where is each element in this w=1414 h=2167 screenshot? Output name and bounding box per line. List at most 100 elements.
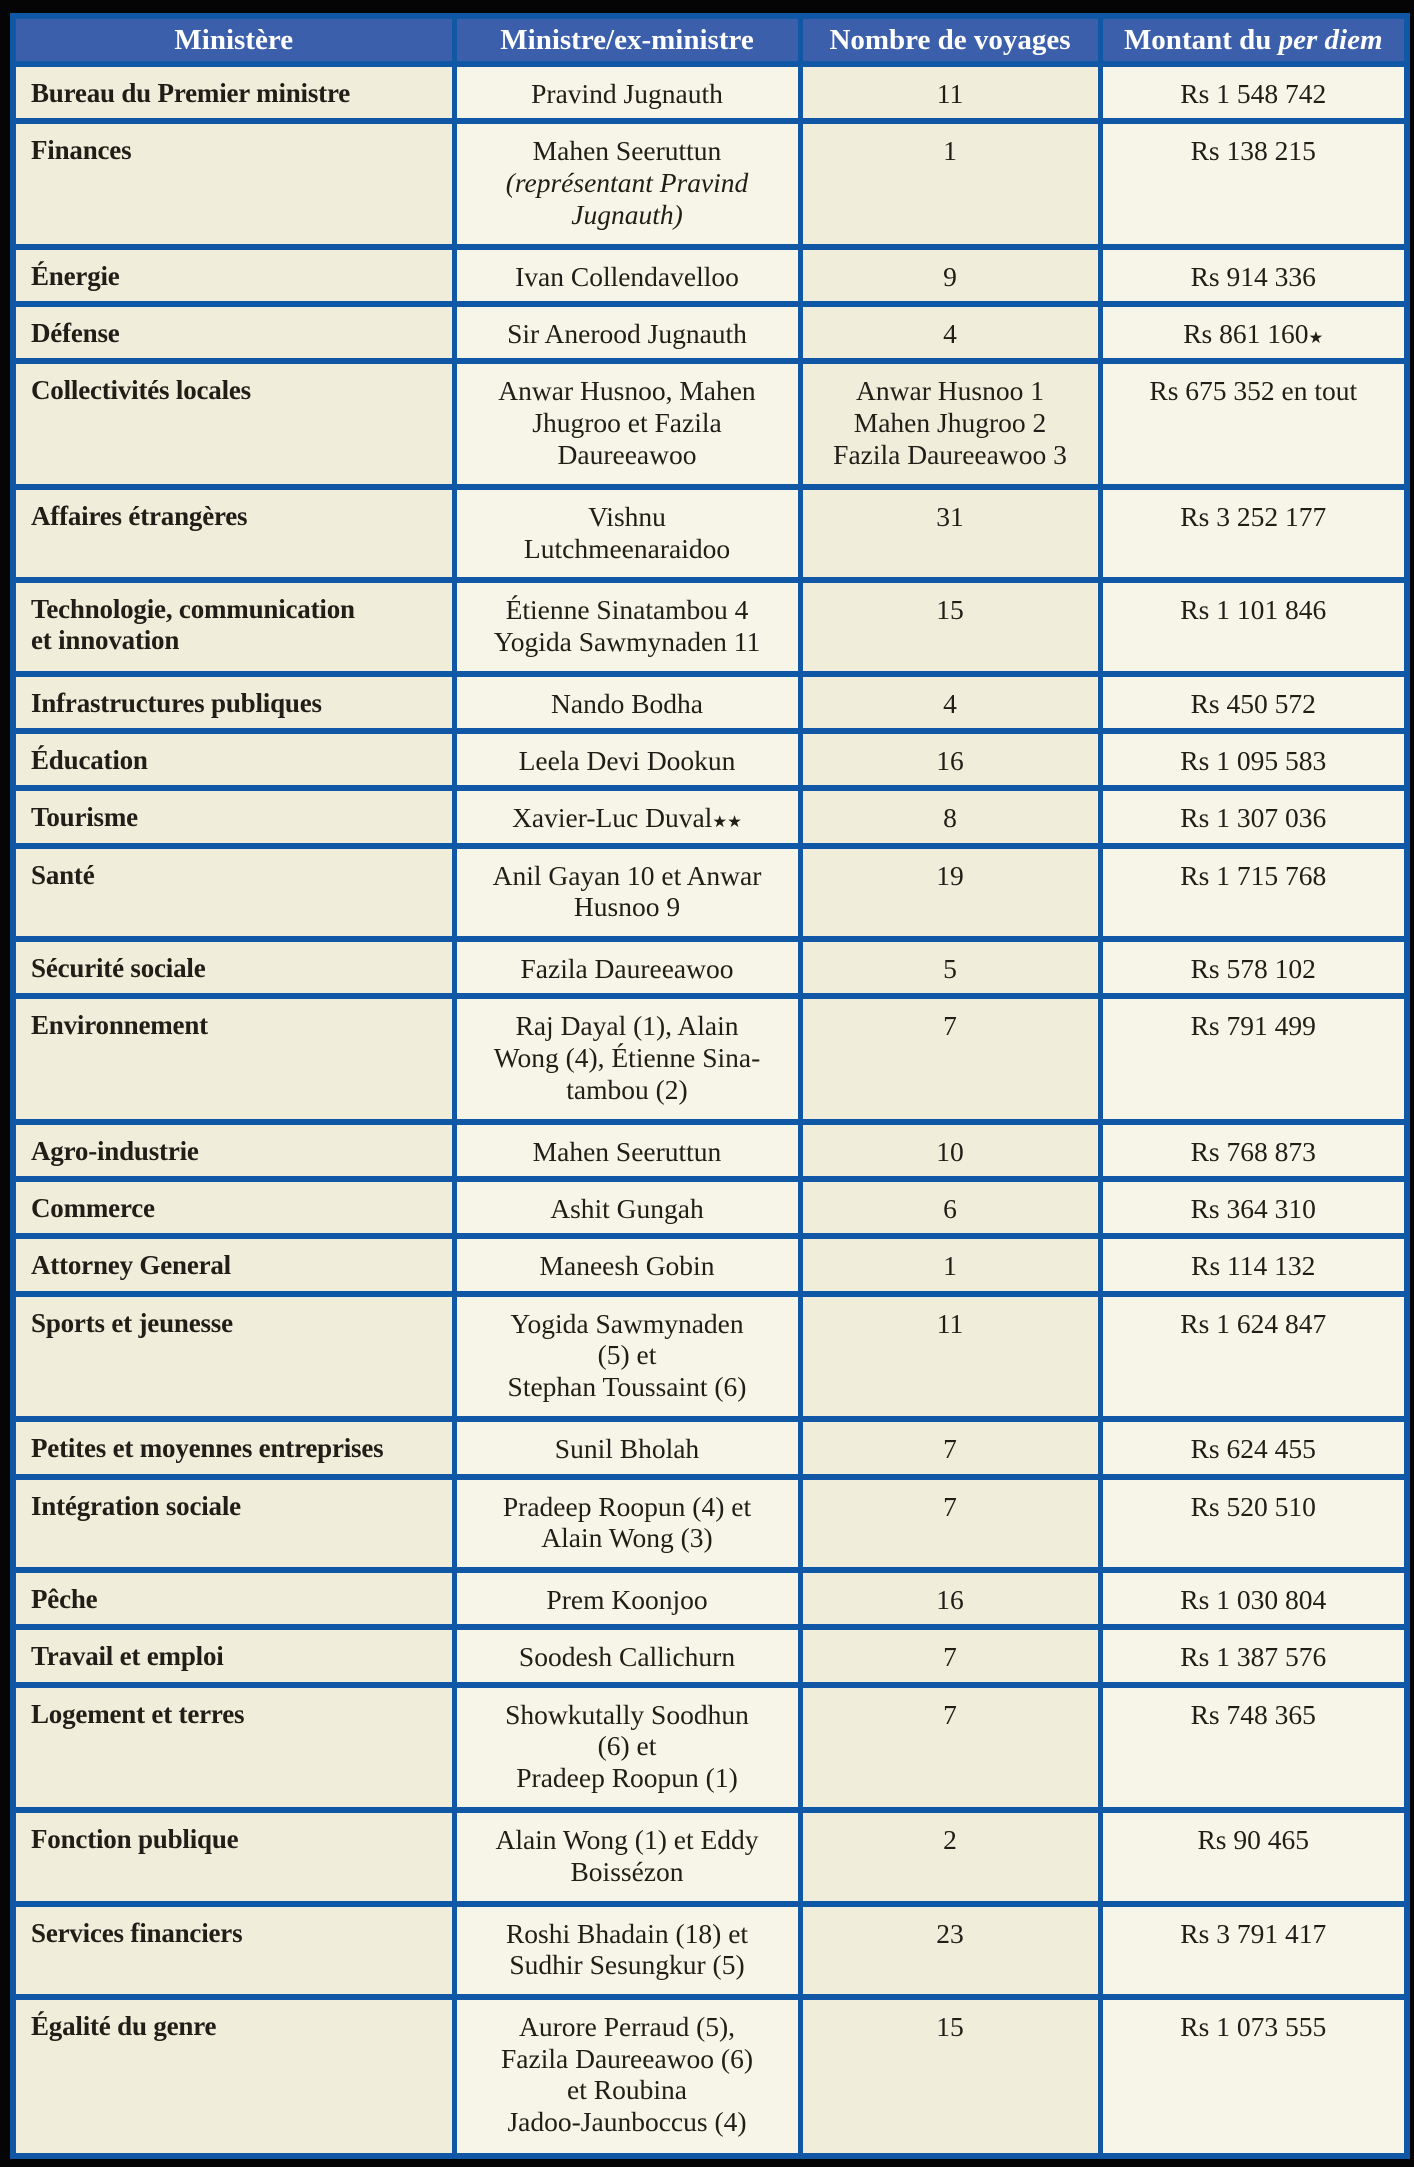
ministry-cell: Intégration sociale <box>10 1473 457 1574</box>
per-diem-table: Ministère Ministre/ex-ministre Nombre de v… <box>10 13 1410 2159</box>
ministry-cell: Commerce <box>10 1176 457 1240</box>
amount-cell: Rs 3 252 177 <box>1097 483 1410 584</box>
trips-cell: 7 <box>797 1681 1103 1814</box>
footnote-star: ★★ <box>712 812 742 832</box>
ministry-cell: Logement et terres <box>10 1681 457 1814</box>
ministry-cell: Éducation <box>10 728 457 792</box>
table-row: Santé Anil Gayan 10 et Anwar Husnoo 9 19 Rs… <box>10 842 1410 943</box>
table-row: Collectivités locales Anwar Husnoo, Mahen… <box>10 358 1410 490</box>
trips-cell: 19 <box>797 842 1103 943</box>
trips-cell: 11 <box>797 1290 1103 1423</box>
minister-cell: Étienne Sinatambou 4 Yogida Sawmynaden 1… <box>451 577 803 677</box>
column-header-2: Nombre de voyages <box>797 13 1103 67</box>
trips-cell: 6 <box>797 1176 1103 1240</box>
trips-cell: 16 <box>797 728 1103 792</box>
table-row: Éducation Leela Devi Dookun 16 Rs 1 095 583 <box>10 728 1410 792</box>
table-row: Affaires étrangères Vishnu Lutchmeenaraid… <box>10 483 1410 584</box>
trips-cell: 4 <box>797 301 1103 365</box>
amount-cell: Rs 1 095 583 <box>1097 728 1410 792</box>
table-row: Logement et terres Showkutally Soodhun (6… <box>10 1681 1410 1814</box>
header-row: Ministère Ministre/ex-ministre Nombre de v… <box>10 13 1410 67</box>
table-row: Défense Sir Anerood Jugnauth 4 Rs 861 160★ <box>10 301 1410 365</box>
ministry-cell: Travail et emploi <box>10 1624 457 1688</box>
minister-cell: Fazila Daureeawoo <box>451 936 803 1000</box>
amount-cell: Rs 768 873 <box>1097 1118 1410 1183</box>
amount-cell: Rs 1 101 846 <box>1097 577 1410 677</box>
table-row: Sécurité sociale Fazila Daureeawoo 5 Rs 578… <box>10 936 1410 1000</box>
table-row: Services financiers Roshi Bhadain (18) et… <box>10 1900 1410 2001</box>
ministry-cell: Énergie <box>10 243 457 308</box>
table-row: Petites et moyennes entreprises Sunil Bho… <box>10 1416 1410 1480</box>
amount-cell: Rs 748 365 <box>1097 1681 1410 1814</box>
amount-cell: Rs 1 387 576 <box>1097 1624 1410 1688</box>
ministry-cell: Fonction publique <box>10 1807 457 1907</box>
ministry-cell: Technologie, communication et innovation <box>10 577 457 677</box>
ministry-cell: Petites et moyennes entreprises <box>10 1416 457 1480</box>
table-row: Fonction publique Alain Wong (1) et Eddy … <box>10 1807 1410 1907</box>
amount-cell: Rs 1 307 036 <box>1097 785 1410 849</box>
minister-cell: Showkutally Soodhun (6) et Pradeep Roopu… <box>451 1681 803 1814</box>
minister-cell: Alain Wong (1) et Eddy Boissézon <box>451 1807 803 1907</box>
column-header-3: Montant du per diem <box>1097 13 1410 67</box>
ministry-cell: Bureau du Premier ministre <box>10 60 457 125</box>
amount-cell: Rs 791 499 <box>1097 993 1410 1125</box>
minister-cell: Soodesh Callichurn <box>451 1624 803 1688</box>
ministry-cell: Santé <box>10 842 457 943</box>
minister-cell: Ivan Collendavelloo <box>451 243 803 308</box>
minister-cell: Ashit Gungah <box>451 1176 803 1240</box>
minister-cell: Anwar Husnoo, Mahen Jhugroo et Fazila Da… <box>451 358 803 490</box>
table-row: Tourisme Xavier-Luc Duval★★ 8 Rs 1 307 036 <box>10 785 1410 849</box>
ministry-cell: Égalité du genre <box>10 1994 457 2159</box>
table-row: Technologie, communication et innovation… <box>10 577 1410 677</box>
ministry-cell: Sports et jeunesse <box>10 1290 457 1423</box>
amount-cell: Rs 1 030 804 <box>1097 1567 1410 1631</box>
trips-cell: 11 <box>797 60 1103 125</box>
amount-cell: Rs 3 791 417 <box>1097 1900 1410 2001</box>
minister-cell: Leela Devi Dookun <box>451 728 803 792</box>
table-row: Sports et jeunesse Yogida Sawmynaden (5) … <box>10 1290 1410 1423</box>
minister-cell: Xavier-Luc Duval★★ <box>451 785 803 849</box>
ministry-cell: Finances <box>10 118 457 250</box>
trips-cell: 5 <box>797 936 1103 1000</box>
ministry-cell: Pêche <box>10 1567 457 1631</box>
table-row: Environnement Raj Dayal (1), Alain Wong (… <box>10 993 1410 1125</box>
trips-cell: 8 <box>797 785 1103 849</box>
table-row: Énergie Ivan Collendavelloo 9 Rs 914 336 <box>10 243 1410 308</box>
column-header-1: Ministre/ex-ministre <box>451 13 803 67</box>
trips-cell: 2 <box>797 1807 1103 1907</box>
ministry-cell: Environnement <box>10 993 457 1125</box>
minister-cell: Aurore Perraud (5), Fazila Daureeawoo (6… <box>451 1994 803 2159</box>
minister-cell: Raj Dayal (1), Alain Wong (4), Étienne S… <box>451 993 803 1125</box>
table-row: Pêche Prem Koonjoo 16 Rs 1 030 804 <box>10 1567 1410 1631</box>
minister-cell: Mahen Seeruttun <box>451 1118 803 1183</box>
ministry-cell: Sécurité sociale <box>10 936 457 1000</box>
footnote-star: ★ <box>1308 328 1324 348</box>
trips-cell: 4 <box>797 670 1103 735</box>
amount-cell: Rs 578 102 <box>1097 936 1410 1000</box>
table-row: Intégration sociale Pradeep Roopun (4) et… <box>10 1473 1410 1574</box>
amount-cell: Rs 520 510 <box>1097 1473 1410 1574</box>
ministry-cell: Services financiers <box>10 1900 457 2001</box>
trips-cell: 31 <box>797 483 1103 584</box>
ministry-cell: Défense <box>10 301 457 365</box>
amount-cell: Rs 90 465 <box>1097 1807 1410 1907</box>
amount-cell: Rs 675 352 en tout <box>1097 358 1410 490</box>
amount-cell: Rs 114 132 <box>1097 1233 1410 1297</box>
ministry-cell: Attorney General <box>10 1233 457 1297</box>
trips-cell: 1 <box>797 1233 1103 1297</box>
amount-cell: Rs 1 624 847 <box>1097 1290 1410 1423</box>
column-header-0: Ministère <box>10 13 457 67</box>
minister-cell: Nando Bodha <box>451 670 803 735</box>
trips-cell: 7 <box>797 1473 1103 1574</box>
trips-cell: 16 <box>797 1567 1103 1631</box>
minister-cell: Prem Koonjoo <box>451 1567 803 1631</box>
trips-cell: 7 <box>797 1624 1103 1688</box>
minister-cell: Roshi Bhadain (18) et Sudhir Sesungkur (… <box>451 1900 803 2001</box>
table-row: Agro-industrie Mahen Seeruttun 10 Rs 768 87… <box>10 1118 1410 1183</box>
amount-cell: Rs 138 215 <box>1097 118 1410 250</box>
ministry-cell: Collectivités locales <box>10 358 457 490</box>
table-row: Infrastructures publiques Nando Bodha 4 Rs … <box>10 670 1410 735</box>
ministry-cell: Infrastructures publiques <box>10 670 457 735</box>
minister-cell: Anil Gayan 10 et Anwar Husnoo 9 <box>451 842 803 943</box>
